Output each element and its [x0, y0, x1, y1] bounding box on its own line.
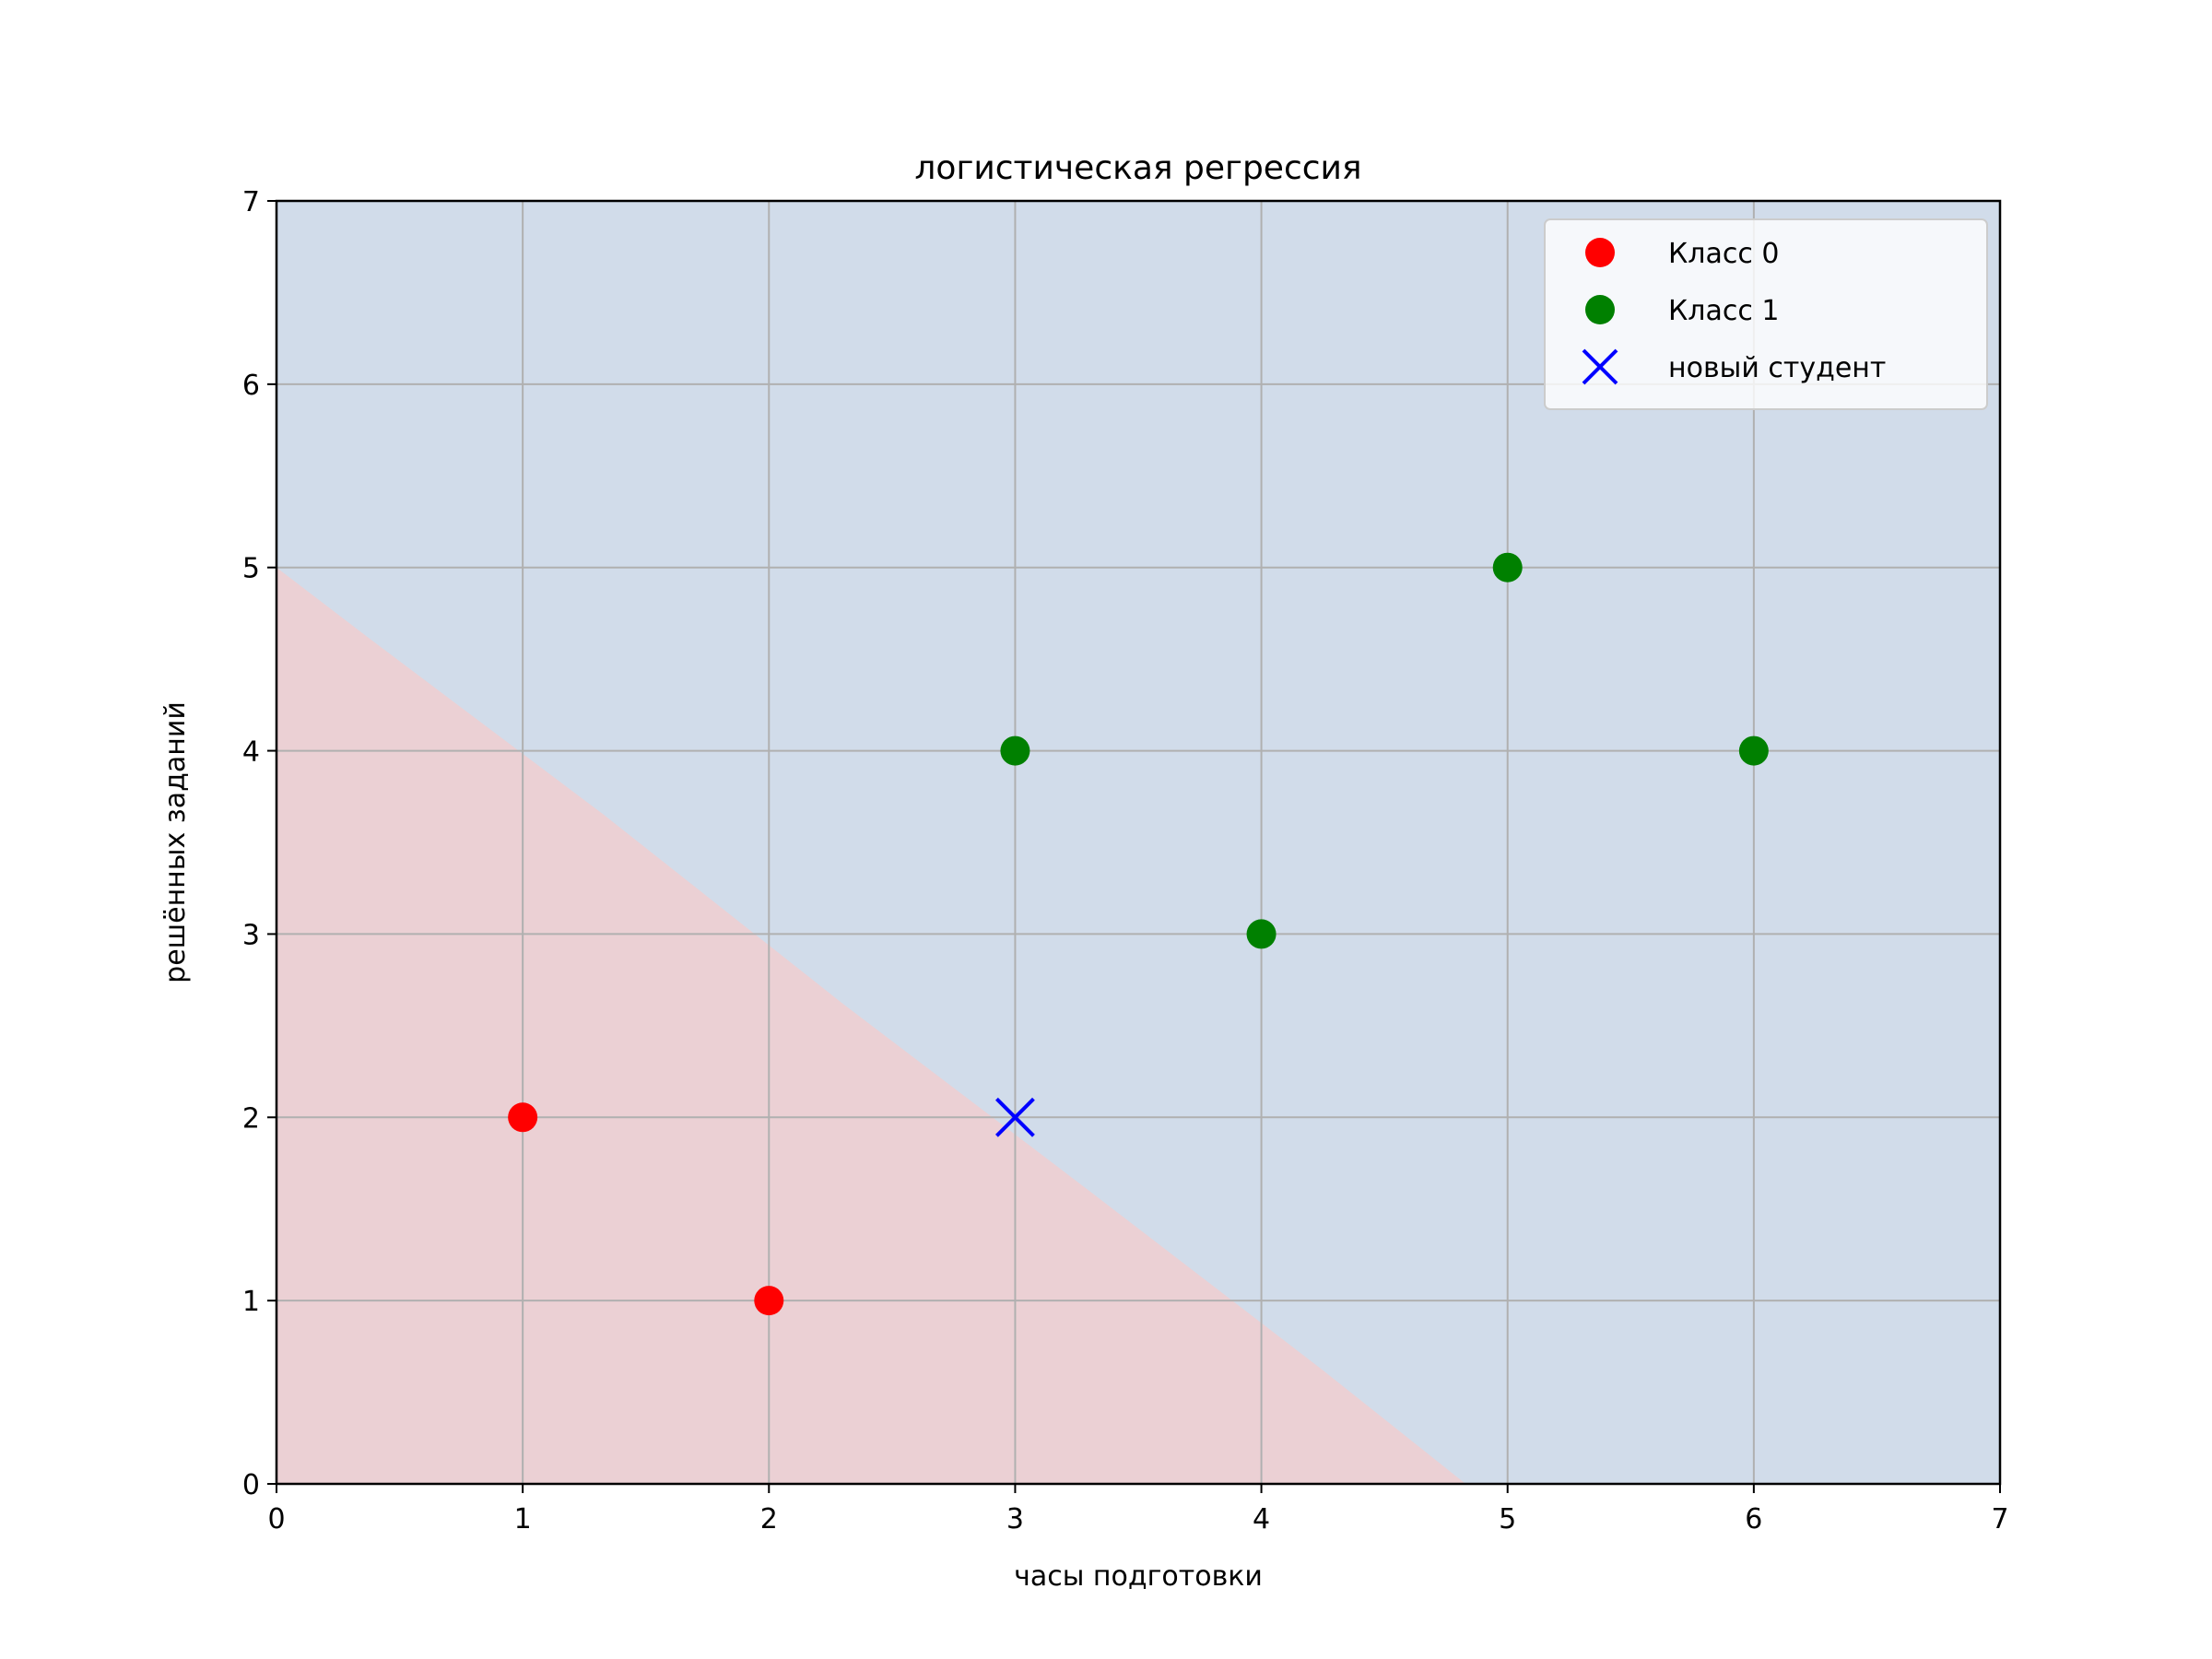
legend-marker — [1585, 238, 1615, 267]
legend-label: новый студент — [1668, 352, 1886, 384]
legend-marker — [1582, 348, 1618, 385]
y-tick-label: 2 — [242, 1102, 260, 1135]
data-points — [508, 552, 1769, 1316]
point-class-0 — [754, 1286, 784, 1316]
legend-label: Класс 0 — [1668, 238, 1779, 270]
legend: Класс 0 Класс 1 новый студент — [1544, 218, 1988, 410]
legend-item: новый студент — [1582, 348, 1886, 385]
legend-item: Класс 0 — [1585, 238, 1779, 270]
legend-label: Класс 1 — [1668, 295, 1779, 327]
y-tick-label: 4 — [242, 736, 260, 769]
legend-box — [1544, 218, 1988, 410]
y-tick-label: 0 — [242, 1469, 260, 1501]
y-tick-label: 3 — [242, 919, 260, 951]
decision-regions — [276, 201, 2000, 1484]
ticks: 0 1 2 3 4 5 6 7 0 1 2 3 4 5 6 7 — [242, 186, 2009, 1535]
x-tick-label: 4 — [1253, 1503, 1270, 1535]
point-class-1 — [1492, 552, 1523, 582]
y-tick-label: 6 — [242, 370, 260, 402]
y-tick-label: 5 — [242, 553, 260, 585]
x-tick-label: 2 — [760, 1503, 778, 1535]
x-tick-label: 5 — [1499, 1503, 1516, 1535]
x-tick-label: 3 — [1006, 1503, 1024, 1535]
axes-frame — [275, 199, 2002, 1486]
y-tick-label: 7 — [242, 186, 260, 218]
legend-item: Класс 1 — [1585, 295, 1779, 327]
legend-marker — [1585, 295, 1615, 324]
x-marker-stroke — [995, 1097, 1035, 1137]
x-marker-stroke — [1582, 348, 1618, 385]
region-class-0 — [276, 567, 1466, 1484]
y-tick-label: 1 — [242, 1286, 260, 1318]
new-student-marker — [995, 1097, 1035, 1137]
chart-title: логистическая регрессия — [914, 149, 1361, 187]
x-tick-label: 0 — [267, 1503, 285, 1535]
x-tick-label: 7 — [1991, 1503, 2008, 1535]
x-axis-label: часы подготовки — [1014, 1560, 1263, 1593]
y-axis-label: решённых заданий — [159, 701, 192, 983]
point-class-1 — [1000, 735, 1030, 766]
point-class-1 — [1738, 735, 1769, 766]
x-tick-label: 6 — [1745, 1503, 1762, 1535]
point-class-0 — [508, 1102, 538, 1133]
point-class-1 — [1246, 919, 1277, 949]
x-tick-label: 1 — [514, 1503, 532, 1535]
